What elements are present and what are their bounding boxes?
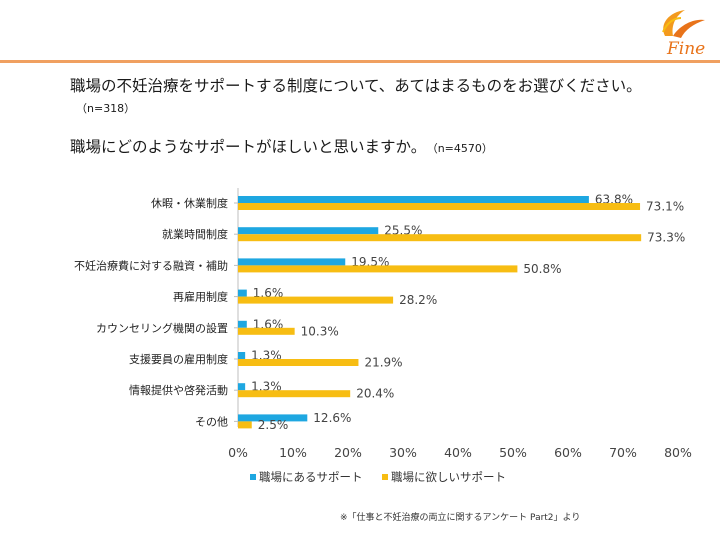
x-tick-label: 70% — [609, 445, 637, 460]
bar-existing — [238, 352, 246, 359]
category-label: 再雇用制度 — [173, 290, 228, 304]
category-label: 情報提供や啓発活動 — [129, 383, 228, 397]
x-tick-label: 60% — [554, 445, 582, 460]
category-label: カウンセリング機関の設置 — [96, 321, 228, 335]
legend-swatch — [382, 474, 388, 480]
category-label: 不妊治療費に対する融資・補助 — [74, 258, 228, 272]
bar-desired — [238, 203, 641, 210]
data-label: 50.8% — [523, 262, 561, 276]
data-label: 73.1% — [646, 200, 684, 214]
x-tick-label: 80% — [664, 445, 692, 460]
question-1: 職場の不妊治療をサポートする制度について、あてはまるものをお選びください。 （n=… — [70, 76, 670, 119]
question-1-sample-size: （n=318） — [76, 102, 136, 115]
bar-desired — [238, 390, 351, 398]
x-tick-label: 40% — [444, 445, 472, 460]
data-label: 1.6% — [253, 317, 283, 331]
bar-existing — [238, 383, 246, 391]
x-tick-label: 10% — [279, 445, 307, 460]
legend-label: 職場に欲しいサポート — [391, 470, 506, 484]
data-label: 20.4% — [356, 387, 394, 401]
data-label: 25.5% — [384, 224, 422, 238]
bar-desired — [238, 234, 642, 242]
bar-desired — [238, 421, 252, 429]
x-tick-label: 50% — [499, 445, 527, 460]
fine-logo: Fine — [662, 10, 705, 58]
category-label: 休暇・休業制度 — [151, 196, 228, 210]
bar-existing — [238, 320, 247, 328]
x-tick-label: 20% — [334, 445, 362, 460]
bar-existing — [238, 414, 308, 422]
data-label: 21.9% — [364, 356, 402, 370]
source-note: ※「仕事と不妊治療の両立に関するアンケート Part2」より — [340, 513, 581, 523]
bar-chart: 休暇・休業制度 63.8% 73.1%就業時間制度 25.5% 73.3%不妊治療費に対… — [74, 188, 692, 484]
category-label: 就業時間制度 — [162, 227, 228, 241]
data-label: 12.6% — [313, 411, 351, 425]
data-label: 73.3% — [647, 231, 685, 245]
question-1-text: 職場の不妊治療をサポートする制度について、あてはまるものをお選びください。 — [70, 77, 642, 95]
svg-text:Fine: Fine — [666, 39, 705, 58]
bar-desired — [238, 327, 295, 335]
legend-label: 職場にあるサポート — [259, 470, 363, 484]
bar-existing — [238, 227, 379, 235]
header-divider — [0, 60, 720, 63]
bar-existing — [238, 289, 247, 297]
bar-desired — [238, 359, 359, 366]
bar-existing — [238, 196, 589, 203]
question-2-sample-size: （n=4570） — [432, 142, 493, 155]
legend-swatch — [250, 474, 256, 480]
x-tick-label: 30% — [389, 445, 417, 460]
category-label: その他 — [195, 415, 228, 428]
data-label: 19.5% — [351, 255, 389, 269]
data-label: 2.5% — [258, 418, 289, 432]
x-tick-label: 0% — [228, 445, 248, 460]
data-label: 10.3% — [301, 324, 339, 338]
data-label: 28.2% — [399, 293, 437, 307]
bar-desired — [238, 296, 394, 304]
bar-existing — [238, 258, 346, 266]
question-2: 職場にどのようなサポートがほしいと思いますか。 （n=4570） — [70, 137, 493, 159]
category-label: 支援要員の雇用制度 — [129, 352, 228, 366]
question-2-text: 職場にどのようなサポートがほしいと思いますか。 — [70, 138, 427, 156]
bar-desired — [238, 265, 518, 273]
